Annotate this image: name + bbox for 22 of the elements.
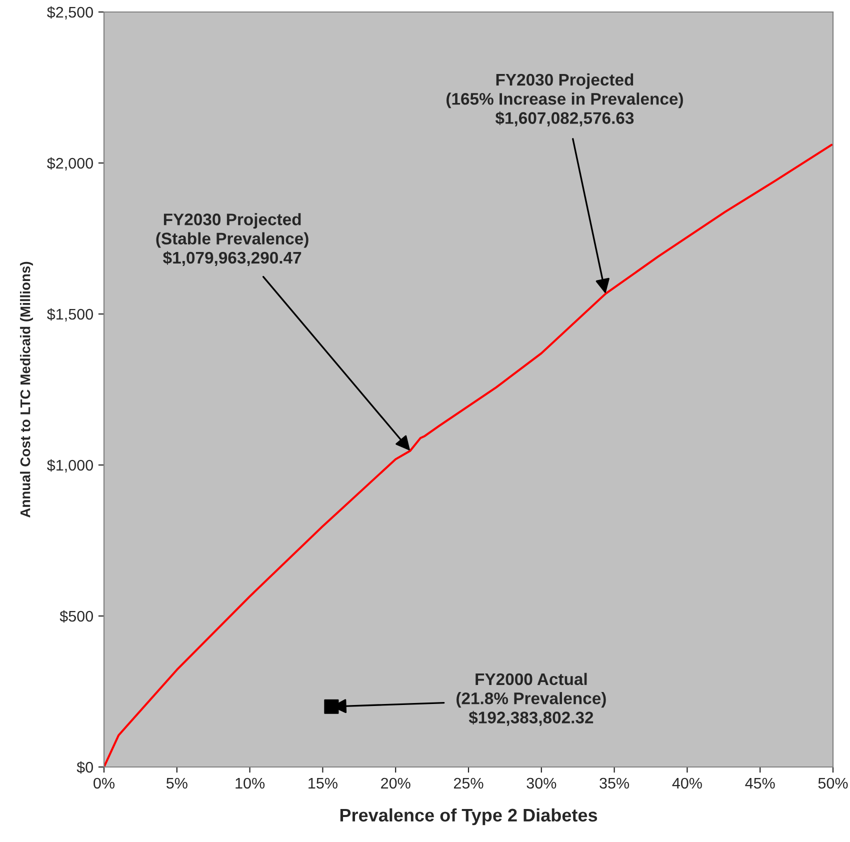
x-tick-label: 50% (818, 778, 848, 789)
annotation: FY2030 Projected (165% Increase in Prevalence) $1,607,082,576.63 (446, 73, 683, 126)
annotation: FY2030 Projected (Stable Prevalence) $1,079,963,290.47 (156, 213, 308, 266)
x-tick-label: 45% (745, 778, 775, 789)
y-tick-label: $2,500 (47, 6, 93, 20)
y-tick-label: $1,500 (47, 308, 93, 322)
x-tick-label: 15% (308, 778, 338, 789)
x-axis-title: Prevalence of Type 2 Diabetes (340, 808, 598, 826)
x-tick-label: 30% (526, 778, 556, 789)
x-tick-label: 40% (672, 778, 702, 789)
y-tick-label: $0 (76, 761, 93, 774)
y-tick-label: $500 (60, 610, 93, 623)
x-tick-label: 25% (454, 778, 484, 789)
x-tick-label: 5% (166, 778, 188, 789)
annotation: FY2000 Actual (21.8% Prevalence) $192,383,802.32 (456, 672, 606, 726)
x-tick-label: 20% (381, 778, 410, 789)
y-tick-label: $1,000 (47, 459, 93, 472)
x-tick-label: 10% (236, 778, 265, 789)
y-tick-label: $2,000 (47, 157, 93, 170)
y-axis-title: Annual Cost to LTC Medicaid (Millions) (20, 262, 33, 518)
x-tick-label: 35% (600, 778, 630, 789)
x-tick-label: 0% (94, 778, 114, 789)
